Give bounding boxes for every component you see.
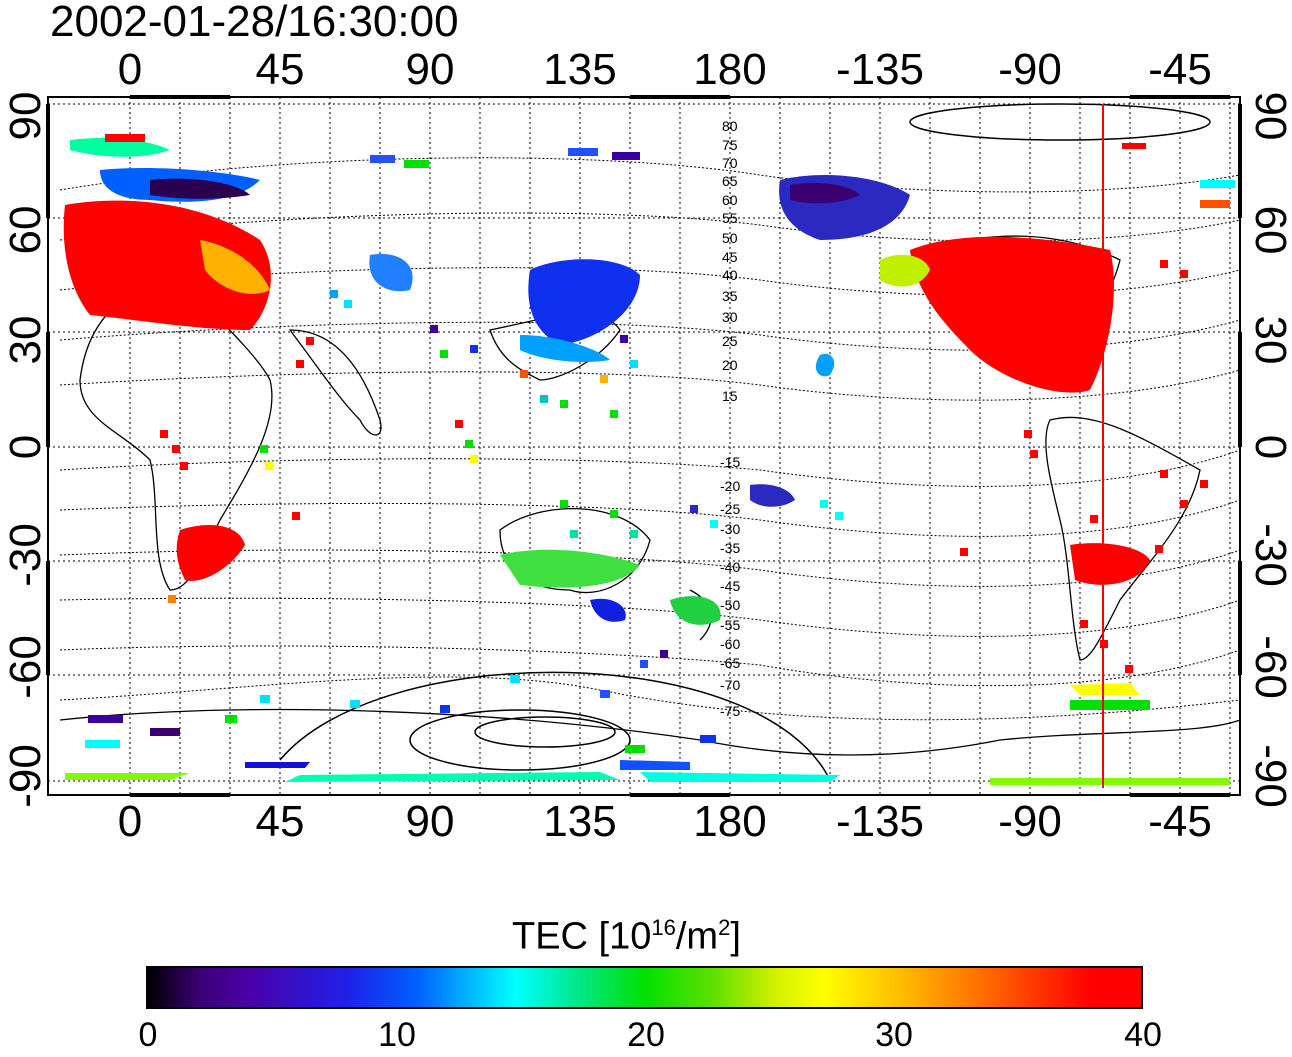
colorbar-tick: 40	[1124, 1016, 1162, 1054]
top-axis-tick: 135	[543, 45, 617, 94]
colorbar-title-end: ]	[730, 915, 741, 958]
tec-colorbar	[146, 966, 1143, 1009]
contour-label: 75	[722, 137, 738, 153]
bottom-axis-tick: 180	[693, 797, 767, 846]
right-axis-tick: 0	[1246, 434, 1292, 460]
contour-label: 25	[722, 333, 738, 349]
bottom-axis-tick: -135	[835, 797, 925, 846]
right-axis-tick: 30	[1246, 315, 1292, 365]
polar-contours	[279, 103, 1211, 781]
left-axis-tick: -90	[1, 744, 50, 808]
left-axis-tick: 30	[1, 315, 50, 365]
bottom-axis-tick: 90	[405, 797, 455, 846]
contour-label: -40	[720, 559, 740, 575]
contour-label: 20	[722, 357, 738, 373]
colorbar-title: TEC [1016/m2]	[512, 906, 741, 959]
top-axis-tick: 90	[405, 45, 455, 94]
top-axis-tick: 0	[117, 45, 143, 94]
contour-label: 30	[722, 309, 738, 325]
tec-map: 80 75 70 65 60 55 50 45 40 35 30 25 20 1…	[46, 95, 1242, 797]
tec-scatter-points	[160, 260, 1208, 753]
contour-labels: 80 75 70 65 60 55 50 45 40 35 30 25 20 1…	[720, 118, 740, 719]
axis-bars	[46, 95, 1242, 797]
contour-label: -30	[720, 521, 740, 537]
top-axis-tick: -45	[1148, 45, 1212, 94]
left-axis-tick: -60	[1, 635, 50, 699]
colorbar-tick: 20	[627, 1016, 665, 1054]
contour-label: -20	[720, 478, 740, 494]
contour-label: 65	[722, 173, 738, 189]
contour-label: -60	[720, 636, 740, 652]
bottom-axis-tick: 0	[117, 797, 143, 846]
contour-label: 35	[722, 288, 738, 304]
contour-label: 60	[722, 192, 738, 208]
left-axis-tick: -30	[1, 523, 50, 587]
top-axis-tick: -135	[835, 45, 925, 94]
bottom-axis-tick: -45	[1148, 797, 1212, 846]
left-axis-tick: 0	[1, 434, 50, 460]
contour-label: 55	[722, 210, 738, 226]
contour-label: 40	[722, 267, 738, 283]
contour-label: -50	[720, 597, 740, 613]
left-axis-tick: 90	[1, 91, 50, 141]
contour-label: 80	[722, 118, 738, 134]
contour-label: -75	[720, 703, 740, 719]
top-axis-tick: 180	[693, 45, 767, 94]
bottom-axis-tick: 45	[255, 797, 305, 846]
contour-label: -45	[720, 578, 740, 594]
contour-label: 70	[722, 155, 738, 171]
colorbar-title-main: TEC [10	[512, 915, 652, 958]
top-axis-tick: 45	[255, 45, 305, 94]
right-axis-tick: -60	[1246, 635, 1292, 699]
colorbar-tick: 0	[138, 1016, 158, 1054]
colorbar-title-unit-exponent: 2	[718, 915, 731, 940]
contour-label: -70	[720, 677, 740, 693]
right-axis-tick: -30	[1246, 523, 1292, 587]
left-axis-tick: 60	[1, 205, 50, 255]
contour-label: -25	[720, 501, 740, 517]
contour-label: -55	[720, 617, 740, 633]
colorbar-tick: 30	[875, 1016, 913, 1054]
contour-label: -35	[720, 540, 740, 556]
top-axis-tick: -90	[998, 45, 1062, 94]
contour-label: -65	[720, 655, 740, 671]
colorbar-title-unit: /m	[675, 915, 719, 958]
colorbar-tick: 10	[378, 1016, 416, 1054]
bottom-axis-tick: -90	[998, 797, 1062, 846]
bottom-axis-tick: 135	[543, 797, 617, 846]
contour-label: 15	[722, 388, 738, 404]
colorbar-title-exponent: 16	[651, 915, 676, 940]
contour-label: -15	[720, 454, 740, 470]
tec-patches	[63, 134, 1235, 785]
right-axis-tick: 60	[1246, 205, 1292, 255]
right-axis-tick: -90	[1246, 744, 1292, 808]
contour-label: 50	[722, 230, 738, 246]
map-timestamp-title: 2002-01-28/16:30:00	[50, 0, 459, 46]
contour-label: 45	[722, 249, 738, 265]
right-axis-tick: 90	[1246, 91, 1292, 141]
